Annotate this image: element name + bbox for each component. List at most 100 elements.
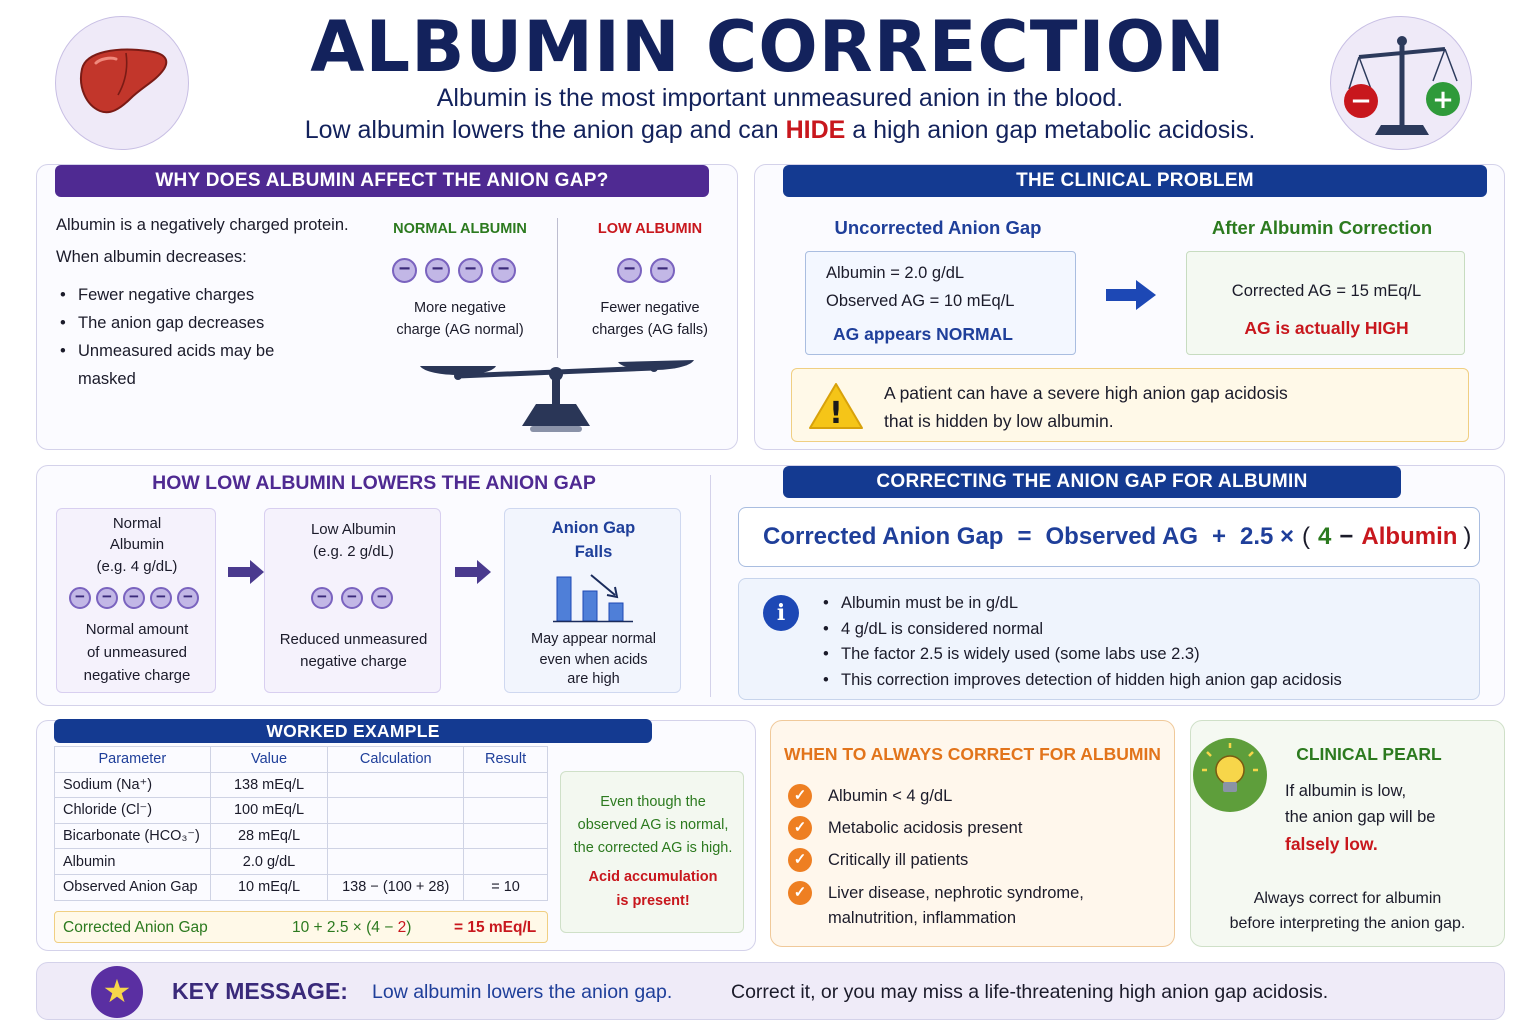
subtitle-line2-post: a high anion gap metabolic acidosis. <box>845 116 1256 144</box>
cell-calc <box>327 797 465 824</box>
cell-value: 28 mEq/L <box>209 822 329 850</box>
formula-close: ) <box>1463 523 1472 550</box>
corrected-ag-result: = 15 mEq/L <box>454 919 537 936</box>
pearl-line1: If albumin is low, <box>1285 782 1407 800</box>
when-item: ✓ Metabolic acidosis present <box>788 816 1168 840</box>
minus-charge-icon: − <box>96 587 118 609</box>
cell-calc <box>327 848 465 875</box>
box1-desc3: negative charge <box>83 667 191 684</box>
box3-title2: Falls <box>574 543 613 561</box>
minus-charge-icon: − <box>650 258 675 283</box>
how-header: HOW LOW ALBUMIN LOWERS THE ANION GAP <box>152 472 596 494</box>
when-header: WHEN TO ALWAYS CORRECT FOR ALBUMIN <box>784 744 1161 764</box>
when-item-cont: malnutrition, inflammation <box>828 909 1016 927</box>
box2-desc1: Reduced unmeasured <box>279 631 428 648</box>
box2-charges: − − − <box>311 587 393 609</box>
why-divider <box>557 218 558 358</box>
scale-icon-badge: − + <box>1330 16 1472 150</box>
low-desc2: charges (AG falls) <box>591 322 709 338</box>
star-icon: ★ <box>91 966 143 1018</box>
when-item: ✓ Albumin < 4 g/dL <box>788 784 1168 808</box>
col-header: Parameter <box>54 746 211 773</box>
subtitle-line1: Albumin is the most important unmeasured… <box>436 84 1124 112</box>
why-bullets: Fewer negative charges The anion gap dec… <box>56 281 274 393</box>
cell-calc <box>327 822 465 850</box>
note-line2: observed AG is normal, <box>577 817 729 833</box>
box3-desc2: even when acids <box>539 652 648 668</box>
box3-desc1: May appear normal <box>531 631 656 647</box>
cell-result: = 10 <box>463 873 548 901</box>
formula-observed: Observed AG <box>1045 523 1198 550</box>
corrected-ag-calc: 10 + 2.5 × (4 − 2) <box>292 919 411 937</box>
arrow-right-icon <box>455 560 491 584</box>
box1-title2: Albumin <box>109 536 165 553</box>
why-bullet-cont: masked <box>56 365 274 393</box>
table-row: Bicarbonate (HCO₃⁻) 28 mEq/L <box>54 822 548 850</box>
how-divider <box>710 475 711 697</box>
scale-minus-sign: − <box>1350 86 1372 116</box>
when-item: ✓ Critically ill patients <box>788 848 1168 872</box>
box1-title1: Normal <box>112 515 162 532</box>
cell-value: 2.0 g/dL <box>209 848 329 875</box>
normal-desc1: More negative <box>414 300 506 316</box>
formula-open: ( <box>1302 523 1311 550</box>
note-line1: Even though the <box>600 794 706 810</box>
formula-note: Albumin must be in g/dL <box>819 591 1342 617</box>
minus-charge-icon: − <box>371 587 393 609</box>
balance-scale-icon: − + <box>1344 36 1460 135</box>
cell-calc: 138 − (100 + 28) <box>327 873 465 901</box>
why-intro: Albumin is a negatively charged protein. <box>56 216 349 234</box>
cell-param: Observed Anion Gap <box>54 873 211 901</box>
cell-param: Albumin <box>54 848 211 875</box>
col-header: Result <box>463 746 548 773</box>
corrected-title: After Albumin Correction <box>1211 217 1433 238</box>
minus-charge-icon: − <box>341 587 363 609</box>
minus-charge-icon: − <box>458 258 483 283</box>
low-charges: − − <box>617 258 675 283</box>
check-icon: ✓ <box>788 848 812 872</box>
formula-minus: − <box>1339 523 1354 550</box>
cell-value: 138 mEq/L <box>209 771 329 799</box>
lightbulb-icon <box>1202 743 1258 792</box>
when-item-text: Critically ill patients <box>828 851 969 869</box>
check-icon: ✓ <box>788 881 812 905</box>
minus-charge-icon: − <box>123 587 145 609</box>
cell-param: Bicarbonate (HCO₃⁻) <box>54 822 211 850</box>
cell-result <box>463 771 548 799</box>
scale-plus-sign: + <box>1432 85 1454 115</box>
box1-title3: (e.g. 4 g/dL) <box>96 558 178 575</box>
arrow-right-icon <box>1106 280 1156 310</box>
formula-albumin: Albumin <box>1361 523 1458 550</box>
box1-charges: − − − − − <box>69 587 199 609</box>
warning-line2: that is hidden by low albumin. <box>884 411 1114 431</box>
minus-charge-icon: − <box>491 258 516 283</box>
cell-value: 10 mEq/L <box>209 873 329 901</box>
falling-bars-icon <box>553 574 633 623</box>
note-alert1: Acid accumulation <box>588 869 718 885</box>
when-card <box>770 720 1175 947</box>
formula-box: Corrected Anion Gap = Observed AG + 2.5 … <box>738 507 1480 567</box>
formula-notes-box: i Albumin must be in g/dL 4 g/dL is cons… <box>738 578 1480 700</box>
why-bullet-cont-text: masked <box>78 370 136 388</box>
minus-charge-icon: − <box>311 587 333 609</box>
minus-charge-icon: − <box>69 587 91 609</box>
uncorrected-title: Uncorrected Anion Gap <box>834 217 1042 238</box>
table-row: Observed Anion Gap 10 mEq/L 138 − (100 +… <box>54 873 548 901</box>
tilted-scale-icon <box>420 360 694 432</box>
box3-title1: Anion Gap <box>551 519 636 537</box>
worked-table: Parameter Value Calculation Result Sodiu… <box>54 746 548 901</box>
formula-lhs: Corrected Anion Gap <box>763 523 1004 550</box>
worked-note-box: Even though the observed AG is normal, t… <box>560 771 744 933</box>
how-box-low: Low Albumin (e.g. 2 g/dL) − − − Reduced … <box>264 508 441 693</box>
liver-icon-badge <box>55 16 189 150</box>
check-icon: ✓ <box>788 816 812 840</box>
formula-plus: + <box>1211 523 1226 550</box>
box2-title2: (e.g. 2 g/dL) <box>313 543 394 560</box>
cell-calc <box>327 771 465 799</box>
info-mark: i <box>776 600 786 626</box>
corrected-ag: Corrected AG = 15 mEq/L <box>1231 282 1422 300</box>
subtitle-highlight: HIDE <box>785 116 846 144</box>
why-bullet: The anion gap decreases <box>56 309 274 337</box>
box2-title1: Low Albumin <box>310 521 397 538</box>
minus-charge-icon: − <box>177 587 199 609</box>
